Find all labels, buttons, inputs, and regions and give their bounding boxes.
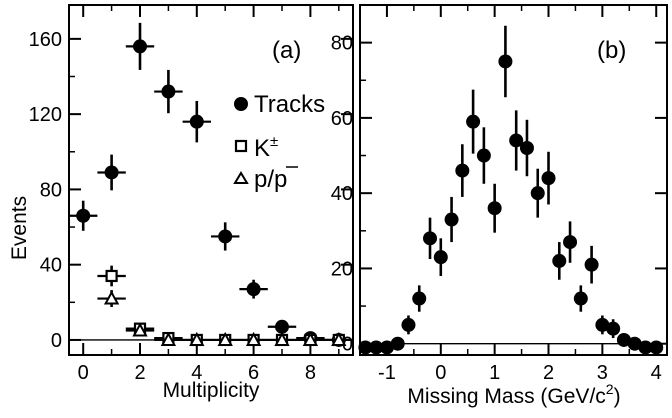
panel-b-y-tick-label: 0 bbox=[342, 334, 353, 356]
panel-a-p-p-point bbox=[189, 331, 205, 346]
panel-b-points-point bbox=[498, 54, 513, 69]
legend-kaon-sup: ± bbox=[270, 133, 278, 150]
panel-b-x-tick-label: 2 bbox=[543, 362, 554, 384]
panel-a-y-tick-label: 0 bbox=[51, 330, 62, 352]
panel-b-points-point bbox=[563, 235, 578, 250]
panel-b-y-tick-label: 80 bbox=[331, 33, 353, 55]
panel-b-points-point bbox=[595, 317, 610, 332]
panel-a-p-p-point bbox=[217, 331, 233, 346]
panel-b-points-point bbox=[552, 253, 567, 268]
panel-b-points-point bbox=[423, 231, 438, 246]
panel-a-tracks-point bbox=[161, 84, 176, 99]
panel-a-label: (a) bbox=[272, 37, 301, 64]
panel-a-x-tick-label: 8 bbox=[305, 362, 316, 384]
panel-b: (b) Missing Mass (GeV/c2) 0 20 40 60 80 -1 0 1 2… bbox=[331, 4, 668, 408]
panel-b-points-point bbox=[390, 336, 405, 351]
legend-tracks-label: Tracks bbox=[254, 91, 325, 118]
panel-b-points-point bbox=[455, 163, 470, 178]
panel-a-p-p-point bbox=[132, 322, 148, 337]
panel-b-points-point bbox=[476, 148, 491, 163]
panel-a-p-p-point bbox=[274, 331, 290, 346]
panel-a-tracks-point bbox=[76, 208, 91, 223]
panel-b-points-point bbox=[584, 257, 599, 272]
panel-b-points-point bbox=[466, 114, 481, 129]
panel-b-x-axis-title-end: ) bbox=[614, 385, 621, 408]
legend-proton-marker bbox=[233, 171, 249, 184]
panel-a-tracks-point bbox=[275, 319, 289, 334]
panel-b-points-point bbox=[401, 317, 416, 332]
panel-b-points-point bbox=[369, 340, 384, 355]
legend-kaon-marker bbox=[234, 139, 248, 153]
panel-b-points-point bbox=[649, 340, 664, 355]
panel-a-k-point bbox=[105, 269, 118, 283]
panel-a-y-tick-label: 120 bbox=[29, 104, 62, 126]
panel-b-points-point bbox=[358, 340, 373, 355]
panel-a-x-tick-label: 6 bbox=[248, 362, 259, 384]
legend-tracks-marker bbox=[234, 97, 248, 111]
panel-b-points-point bbox=[433, 250, 448, 265]
panel-a-tracks-point bbox=[104, 165, 119, 180]
panel-b-y-tick-label: 20 bbox=[331, 258, 353, 280]
panel-b-points-point bbox=[606, 321, 621, 336]
panel-b-x-tick-label: 3 bbox=[597, 362, 608, 384]
panel-b-points-point bbox=[616, 332, 631, 347]
panel-b-points-point bbox=[627, 336, 642, 351]
legend-kaon-label: K± bbox=[254, 133, 278, 162]
panel-b-points-point bbox=[638, 340, 653, 355]
panel-b-y-tick-label: 40 bbox=[331, 183, 353, 205]
panel-b-x-tick-label: -1 bbox=[378, 362, 396, 384]
panel-b-points-point bbox=[444, 212, 459, 227]
panel-a-p-p-point bbox=[103, 290, 120, 305]
panel-a-legend: Tracks K± p/p bbox=[233, 91, 325, 193]
panel-a-x-tick-label: 4 bbox=[191, 362, 202, 384]
panel-a-p-p-point bbox=[160, 331, 177, 346]
panel-a-frame bbox=[68, 4, 354, 356]
panel-b-points-point bbox=[487, 201, 502, 216]
legend-proton-label: p/p bbox=[254, 166, 287, 193]
panel-a-y-tick-label: 160 bbox=[29, 29, 62, 51]
panel-a-p-p-point bbox=[245, 331, 262, 346]
panel-a-y-tick-label: 80 bbox=[40, 179, 62, 201]
panel-b-points-point bbox=[573, 291, 588, 306]
panel-b-points-point bbox=[509, 133, 524, 148]
panel-a-y-tick-label: 40 bbox=[40, 255, 62, 277]
panel-b-frame bbox=[359, 4, 668, 356]
panel-a-y-axis-title: Events bbox=[8, 196, 31, 260]
panel-b-points-point bbox=[412, 291, 427, 306]
panel-b-x-axis-title: Missing Mass (GeV/c2) bbox=[407, 381, 620, 408]
panel-b-points-point bbox=[530, 186, 545, 201]
panel-b-points-point bbox=[541, 171, 556, 186]
panel-a-tracks-point bbox=[133, 39, 147, 54]
panel-a-x-tick-label: 0 bbox=[78, 362, 89, 384]
panel-a-tracks-point bbox=[189, 114, 204, 129]
panel-a-p-p-point bbox=[331, 331, 347, 346]
panel-b-x-tick-label: 1 bbox=[489, 362, 500, 384]
panel-a-tracks-point bbox=[218, 229, 233, 244]
panel-b-x-axis-title-sup: 2 bbox=[606, 381, 614, 397]
panel-b-points-point bbox=[519, 141, 534, 156]
panel-a-x-axis-title: Multiplicity bbox=[163, 379, 260, 402]
panel-b-y-tick-label: 60 bbox=[331, 108, 353, 130]
panel-a-x-tick-label: 2 bbox=[134, 362, 145, 384]
panel-b-points-point bbox=[379, 340, 394, 355]
panel-a-tracks-point bbox=[246, 282, 261, 297]
panel-b-x-axis-title-main: Missing Mass (GeV/c bbox=[407, 385, 605, 408]
panel-a-p-p-point bbox=[302, 331, 319, 346]
panel-b-x-tick-label: 4 bbox=[651, 362, 662, 384]
panel-b-label: (b) bbox=[597, 37, 626, 64]
panel-b-x-tick-label: 0 bbox=[435, 362, 446, 384]
